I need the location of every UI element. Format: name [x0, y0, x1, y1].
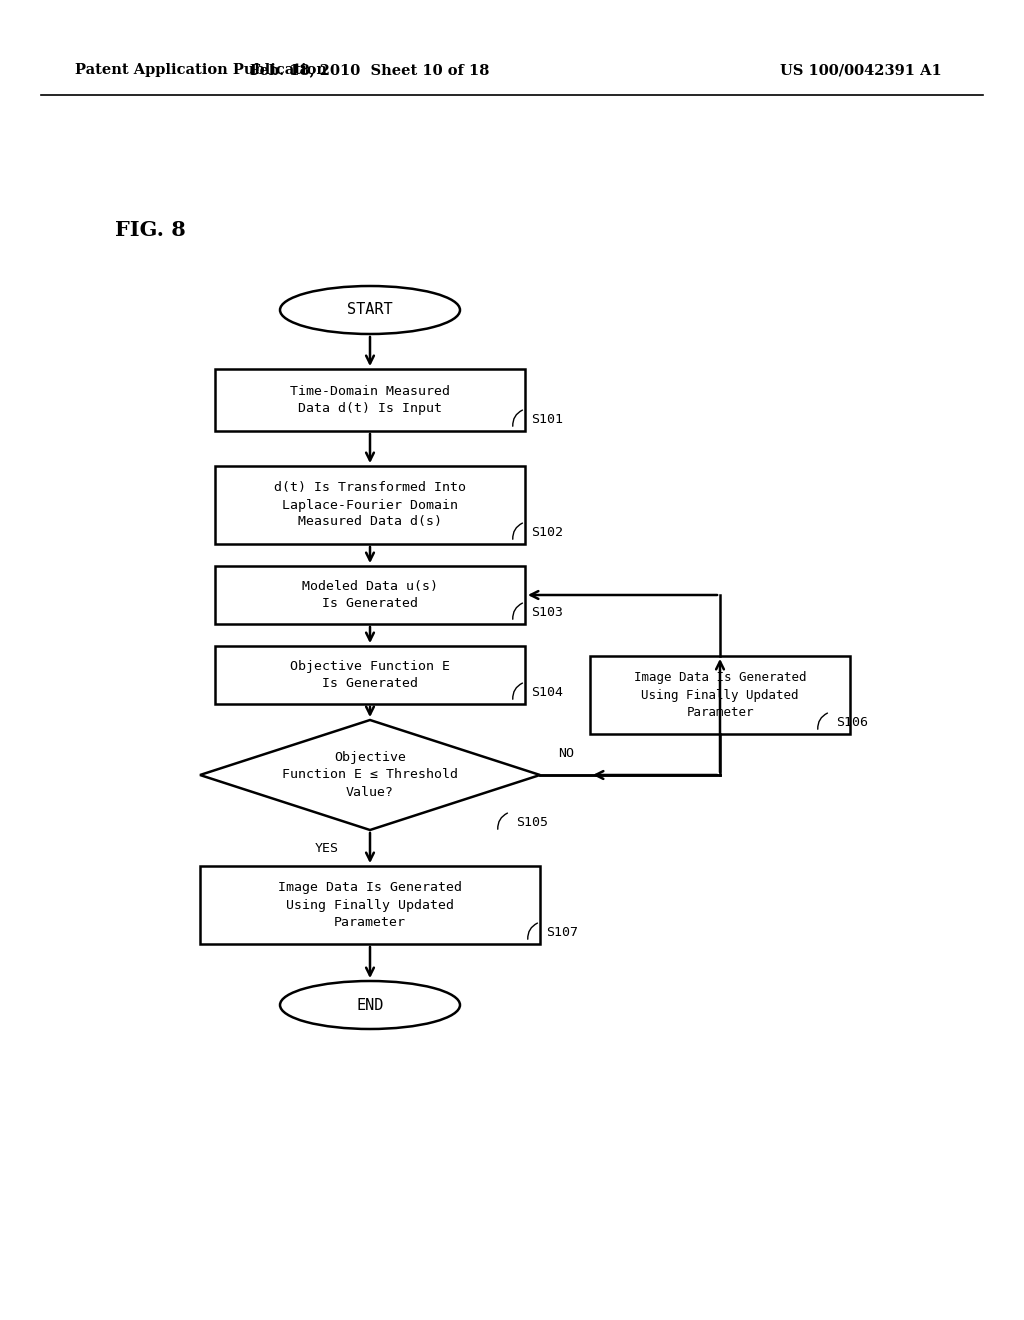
Polygon shape: [200, 719, 540, 830]
Text: Time-Domain Measured
Data d(t) Is Input: Time-Domain Measured Data d(t) Is Input: [290, 385, 450, 414]
Text: Feb. 18, 2010  Sheet 10 of 18: Feb. 18, 2010 Sheet 10 of 18: [250, 63, 489, 77]
Text: Objective
Function E ≤ Threshold
Value?: Objective Function E ≤ Threshold Value?: [282, 751, 458, 799]
Ellipse shape: [280, 981, 460, 1030]
Bar: [215, 466, 525, 544]
Bar: [215, 370, 525, 432]
Text: FIG. 8: FIG. 8: [115, 220, 185, 240]
Text: YES: YES: [315, 842, 339, 854]
Text: START: START: [347, 302, 393, 318]
Text: S107: S107: [546, 927, 578, 939]
Text: Patent Application Publication: Patent Application Publication: [75, 63, 327, 77]
Text: Image Data Is Generated
Using Finally Updated
Parameter: Image Data Is Generated Using Finally Up…: [634, 672, 806, 718]
Text: S103: S103: [531, 606, 563, 619]
Bar: [200, 866, 540, 944]
Text: END: END: [356, 998, 384, 1012]
Text: S101: S101: [531, 413, 563, 426]
Text: US 100/0042391 A1: US 100/0042391 A1: [780, 63, 942, 77]
Bar: [215, 645, 525, 704]
Bar: [590, 656, 850, 734]
Text: S102: S102: [531, 525, 563, 539]
Text: S106: S106: [836, 715, 868, 729]
Bar: [215, 566, 525, 624]
Text: Modeled Data u(s)
Is Generated: Modeled Data u(s) Is Generated: [302, 579, 438, 610]
Text: d(t) Is Transformed Into
Laplace-Fourier Domain
Measured Data d(s): d(t) Is Transformed Into Laplace-Fourier…: [274, 482, 466, 528]
Text: S105: S105: [516, 816, 548, 829]
Text: NO: NO: [558, 747, 574, 760]
Text: Image Data Is Generated
Using Finally Updated
Parameter: Image Data Is Generated Using Finally Up…: [278, 882, 462, 928]
Text: S104: S104: [531, 686, 563, 700]
Ellipse shape: [280, 286, 460, 334]
Text: Objective Function E
Is Generated: Objective Function E Is Generated: [290, 660, 450, 690]
